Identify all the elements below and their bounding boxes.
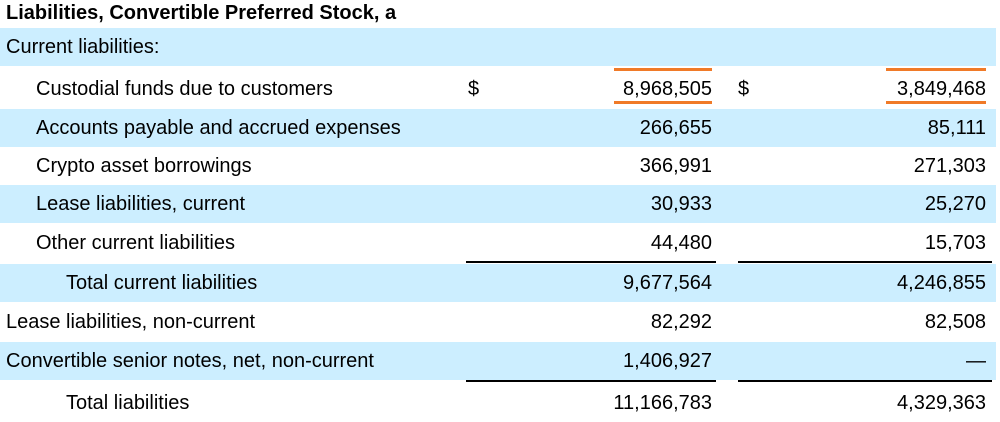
currency-symbol: $ — [738, 78, 750, 100]
right-edge-gap — [996, 28, 1000, 416]
total-rule-col2 — [738, 380, 992, 382]
row-label: Crypto asset borrowings — [36, 155, 252, 177]
value-col2: — — [966, 350, 986, 372]
table-row: Lease liabilities, current 30,933 25,270 — [0, 185, 1000, 223]
section-header-label: Current liabilities: — [6, 36, 160, 58]
value-col2: 85,111 — [927, 117, 986, 139]
value-col2: 25,270 — [924, 193, 986, 215]
total-rule-col1 — [466, 380, 716, 382]
row-label: Lease liabilities, current — [36, 193, 245, 215]
value-col1: 44,480 — [650, 232, 712, 254]
row-label: Convertible senior notes, net, non-curre… — [6, 350, 374, 372]
row-label: Custodial funds due to customers — [36, 78, 333, 100]
highlight-bottom-col2 — [886, 101, 986, 104]
table-row: Lease liabilities, non-current 82,292 82… — [0, 303, 1000, 341]
value-col2: 271,303 — [913, 155, 986, 177]
value-col1: 11,166,783 — [613, 392, 712, 414]
highlight-top-col2 — [886, 68, 986, 71]
value-col2: 15,703 — [924, 232, 986, 254]
table-row: Total current liabilities 9,677,564 4,24… — [0, 264, 1000, 302]
value-col1: 266,655 — [639, 117, 712, 139]
value-col1: 9,677,564 — [623, 272, 712, 294]
value-col2: 4,329,363 — [897, 392, 986, 414]
table-row: Accounts payable and accrued expenses 26… — [0, 109, 1000, 147]
table-row: Total liabilities 11,166,783 4,329,363 — [0, 384, 1000, 422]
currency-symbol: $ — [468, 78, 480, 100]
highlight-bottom-col1 — [614, 101, 712, 104]
table-row: Other current liabilities 44,480 15,703 — [0, 224, 1000, 262]
value-col1: 8,968,505 — [623, 78, 712, 100]
table-row: Crypto asset borrowings 366,991 271,303 — [0, 147, 1000, 185]
subtotal-rule-col2 — [738, 261, 992, 263]
table-row: Custodial funds due to customers $ 8,968… — [0, 70, 1000, 108]
row-label: Accounts payable and accrued expenses — [36, 117, 401, 139]
table-title: Liabilities, Convertible Preferred Stock… — [6, 2, 397, 24]
row-label: Total current liabilities — [66, 272, 258, 294]
value-col2: 82,508 — [924, 311, 986, 333]
table-row: Convertible senior notes, net, non-curre… — [0, 342, 1000, 380]
row-label: Total liabilities — [66, 392, 190, 414]
value-col1: 366,991 — [639, 155, 712, 177]
value-col1: 1,406,927 — [623, 350, 712, 372]
value-col1: 30,933 — [650, 193, 712, 215]
value-col1: 82,292 — [650, 311, 712, 333]
row-label: Lease liabilities, non-current — [6, 311, 256, 333]
row-label: Other current liabilities — [36, 232, 235, 254]
subtotal-rule-col1 — [466, 261, 716, 263]
value-col2: 3,849,468 — [897, 78, 986, 100]
highlight-top-col1 — [614, 68, 712, 71]
value-col2: 4,246,855 — [897, 272, 986, 294]
section-header-row: Current liabilities: — [0, 28, 1000, 66]
